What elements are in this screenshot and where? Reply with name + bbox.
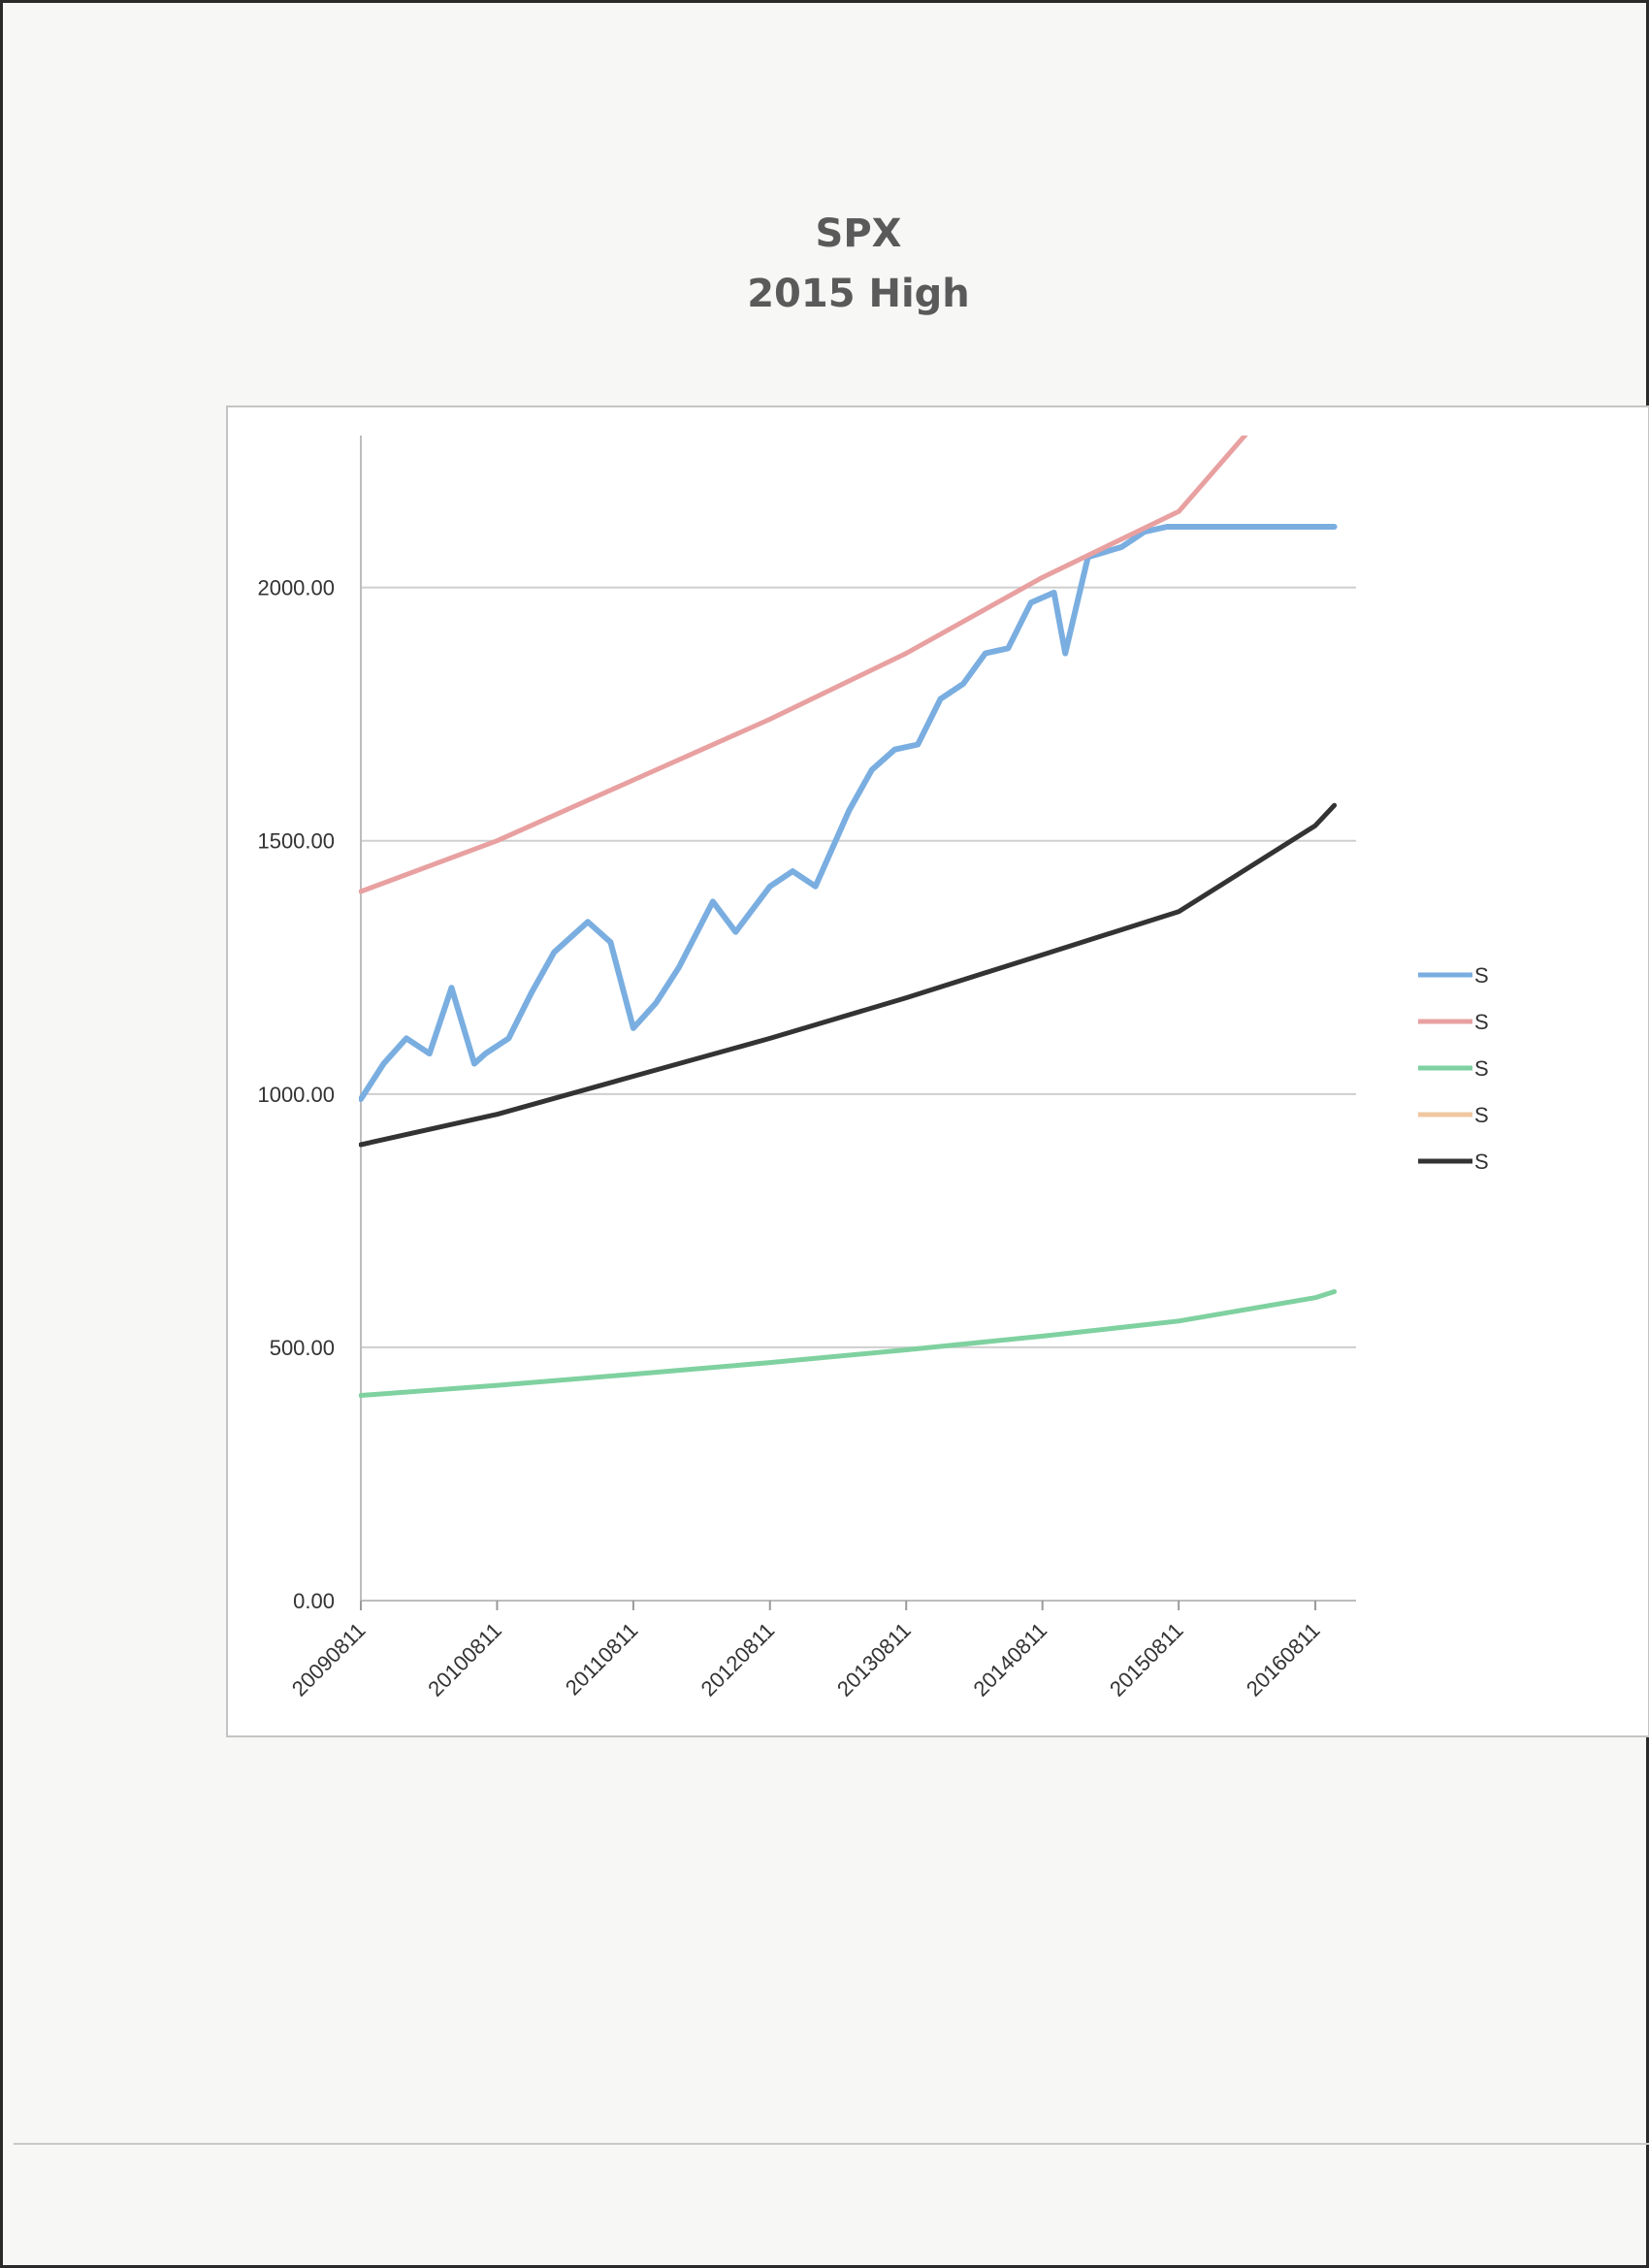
legend-entry-label: S <box>1474 1010 1489 1034</box>
y-tick-label: 0.00 <box>293 1589 335 1613</box>
legend-entry-label: S <box>1474 963 1489 988</box>
chart-title-block: SPX 2015 High <box>0 204 1649 324</box>
series-line-1 <box>359 524 1338 1102</box>
page-bottom-line <box>14 2143 1649 2145</box>
chart-subtitle: 2015 High <box>747 272 970 316</box>
chart-title: SPX <box>815 211 902 256</box>
series-line-3 <box>359 1289 1338 1398</box>
series-line-2 <box>359 436 1248 894</box>
series-lines <box>359 436 1338 1398</box>
chart-area <box>226 405 1649 1737</box>
legend-entry-label: S <box>1474 1056 1489 1081</box>
y-tick-label: 2000.00 <box>257 576 335 600</box>
gridlines <box>361 586 1356 1348</box>
legend-entry-label: S <box>1474 1103 1489 1127</box>
y-tick-label: 500.00 <box>270 1336 335 1360</box>
y-tick-label: 1500.00 <box>257 829 335 854</box>
series-line-4 <box>359 802 1338 1148</box>
y-tick-label: 1000.00 <box>257 1083 335 1107</box>
legend-entry-label: S <box>1474 1150 1489 1174</box>
